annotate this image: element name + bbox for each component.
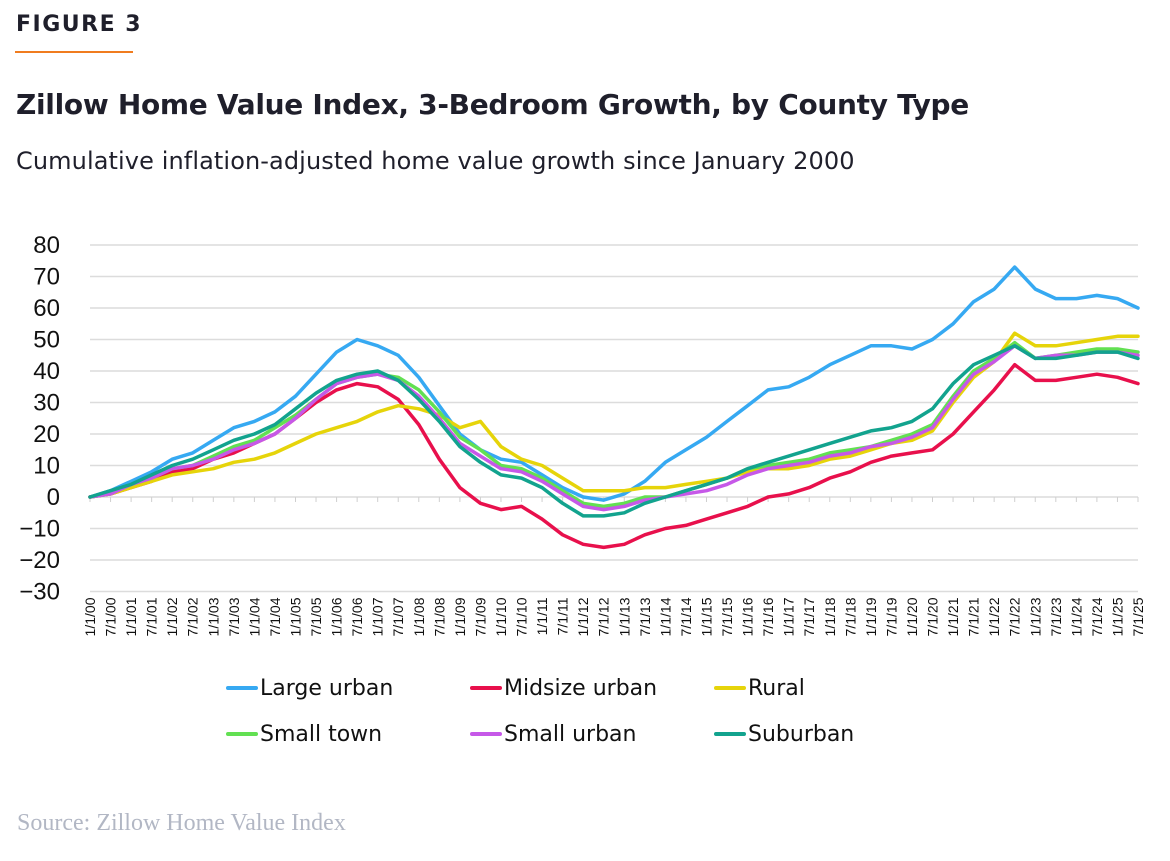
x-tick-label: 1/1/10 <box>493 597 509 636</box>
legend-label: Small town <box>260 721 383 747</box>
x-tick-label: 1/1/25 <box>1109 597 1125 636</box>
series-line-small-town <box>88 340 1140 509</box>
x-tick-label: 7/1/16 <box>760 597 776 636</box>
legend-label: Midsize urban <box>504 675 658 701</box>
legend-item: Small town <box>220 718 464 750</box>
x-tick-label: 7/1/24 <box>1089 597 1105 636</box>
x-tick-label: 7/1/25 <box>1130 597 1146 636</box>
legend-swatch <box>226 732 258 736</box>
series-line-midsize-urban <box>88 362 1140 550</box>
chart-subtitle: Cumulative inflation-adjusted home value… <box>16 147 855 175</box>
x-tick-label: 7/1/19 <box>883 597 899 636</box>
legend: Large urban Midsize urban Rural Small town S… <box>220 672 920 750</box>
y-tick-label: 0 <box>47 484 60 511</box>
x-tick-label: 1/1/19 <box>863 597 879 636</box>
x-tick-label: 7/1/04 <box>267 597 283 636</box>
x-tick-label: 7/1/07 <box>390 597 406 636</box>
x-tick-label: 7/1/17 <box>801 597 817 636</box>
series-lines <box>88 265 1140 550</box>
x-tick-label: 1/1/02 <box>164 597 180 636</box>
x-tick-label: 1/1/06 <box>329 597 345 636</box>
x-tick-label: 7/1/08 <box>431 597 447 636</box>
legend-item: Large urban <box>220 672 464 704</box>
figure-label-underline <box>15 51 133 53</box>
x-tick-label: 1/1/21 <box>945 597 961 636</box>
legend-swatch <box>226 686 258 690</box>
x-tick-label: 1/1/04 <box>246 597 262 636</box>
x-tick-label: 7/1/15 <box>719 597 735 636</box>
x-tick-label: 1/1/12 <box>575 597 591 636</box>
y-tick-label: 70 <box>33 264 60 291</box>
x-tick-label: 7/1/22 <box>1007 597 1023 636</box>
x-axis-ticks: 1/1/00 7/1/00 1/1/01 7/1/01 1/1/02 7/1/02 1/1/… <box>82 497 1146 636</box>
x-tick-label: 7/1/13 <box>637 597 653 636</box>
y-tick-label: 50 <box>33 327 60 354</box>
x-tick-label: 7/1/18 <box>842 597 858 636</box>
x-tick-label: 7/1/01 <box>144 597 160 636</box>
legend-swatch <box>714 686 746 690</box>
series-line-suburban <box>88 344 1140 518</box>
x-tick-label: 1/1/13 <box>616 597 632 636</box>
series-line-rural <box>88 331 1140 499</box>
series-line-small-urban <box>88 344 1140 512</box>
legend-swatch <box>470 732 502 736</box>
x-tick-label: 1/1/22 <box>986 597 1002 636</box>
legend-label: Rural <box>748 675 805 701</box>
y-tick-label: 60 <box>33 295 60 322</box>
figure-label: FIGURE 3 <box>16 12 143 37</box>
series-line-large-urban <box>88 265 1140 502</box>
legend-label: Suburban <box>748 721 855 747</box>
x-tick-label: 1/1/00 <box>82 597 98 636</box>
chart-title: Zillow Home Value Index, 3-Bedroom Growt… <box>16 88 969 121</box>
x-tick-label: 1/1/11 <box>534 597 550 635</box>
y-axis-ticks: 80 70 60 50 40 30 20 10 0 −10 −20 −30 <box>19 232 60 606</box>
legend-item: Suburban <box>708 718 908 750</box>
x-tick-label: 1/1/18 <box>822 597 838 636</box>
source-note: Source: Zillow Home Value Index <box>17 810 346 836</box>
x-tick-label: 7/1/09 <box>472 597 488 636</box>
x-tick-label: 7/1/10 <box>514 597 530 636</box>
x-tick-label: 1/1/09 <box>452 597 468 636</box>
y-tick-label: 20 <box>33 421 60 448</box>
x-tick-label: 1/1/20 <box>904 597 920 636</box>
legend-label: Small urban <box>504 721 637 747</box>
x-tick-label: 7/1/03 <box>226 597 242 636</box>
y-tick-label: −20 <box>19 547 60 574</box>
x-tick-label: 1/1/07 <box>370 597 386 636</box>
x-tick-label: 1/1/17 <box>781 597 797 636</box>
legend-item: Rural <box>708 672 908 704</box>
legend-swatch <box>470 686 502 690</box>
y-tick-label: 80 <box>33 232 60 259</box>
x-tick-label: 7/1/02 <box>185 597 201 636</box>
x-tick-label: 7/1/12 <box>596 597 612 636</box>
x-tick-label: 1/1/23 <box>1027 597 1043 636</box>
y-tick-label: 40 <box>33 358 60 385</box>
x-tick-label: 1/1/01 <box>123 597 139 636</box>
y-tick-label: 30 <box>33 390 60 417</box>
x-tick-label: 7/1/21 <box>966 597 982 636</box>
x-tick-label: 1/1/14 <box>657 597 673 636</box>
x-tick-label: 7/1/06 <box>349 597 365 636</box>
x-tick-label: 7/1/23 <box>1048 597 1064 636</box>
legend-label: Large urban <box>260 675 394 701</box>
x-tick-label: 1/1/08 <box>411 597 427 636</box>
legend-item: Midsize urban <box>464 672 708 704</box>
y-tick-label: 10 <box>33 453 60 480</box>
x-tick-label: 7/1/14 <box>678 597 694 636</box>
x-tick-label: 7/1/11 <box>555 597 571 635</box>
x-tick-label: 1/1/03 <box>205 597 221 636</box>
x-tick-label: 1/1/24 <box>1068 597 1084 636</box>
y-tick-label: −10 <box>19 516 60 543</box>
x-tick-label: 7/1/00 <box>103 597 119 636</box>
x-tick-label: 7/1/05 <box>308 597 324 636</box>
y-tick-label: −30 <box>19 579 60 606</box>
x-tick-label: 1/1/15 <box>698 597 714 636</box>
legend-item: Small urban <box>464 718 708 750</box>
x-tick-label: 1/1/05 <box>287 597 303 636</box>
x-tick-label: 7/1/20 <box>925 597 941 636</box>
legend-swatch <box>714 732 746 736</box>
x-tick-label: 1/1/16 <box>740 597 756 636</box>
